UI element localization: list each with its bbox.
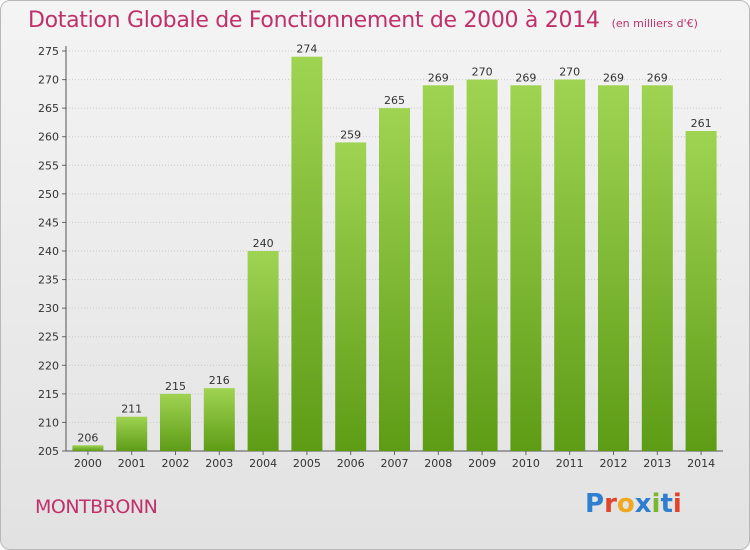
- x-tick-label-2002: 2002: [162, 457, 190, 470]
- y-tick-label: 215: [38, 388, 59, 401]
- y-tick-label: 220: [38, 359, 59, 372]
- grid-lines: [62, 50, 723, 452]
- x-tick-label-2014: 2014: [687, 457, 715, 470]
- value-label-2005: 274: [296, 43, 317, 56]
- logo-letter: r: [604, 489, 617, 519]
- bar-2007: [379, 108, 410, 452]
- y-tick-label: 210: [38, 416, 59, 429]
- x-tick-label-2005: 2005: [293, 457, 321, 470]
- bar-2009: [466, 79, 498, 452]
- y-tick-labels: 205 210 215 220 225 230 235 240 245 250 255 260 265 2…: [38, 45, 59, 458]
- bar-2010: [510, 85, 542, 452]
- x-tick-label-2001: 2001: [118, 457, 146, 470]
- y-tick-label: 230: [38, 302, 59, 315]
- bars: [72, 56, 717, 452]
- bar-2008: [422, 85, 454, 452]
- value-label-2009: 270: [472, 66, 493, 79]
- y-tick-label: 250: [38, 188, 59, 201]
- value-label-2011: 270: [559, 66, 580, 79]
- logo-letter: x: [634, 489, 652, 519]
- chart-title-text: Dotation Globale de Fonctionnement de 20…: [28, 8, 600, 33]
- logo-letter: P: [585, 489, 605, 519]
- bar-2014: [685, 131, 717, 451]
- bar-2006: [335, 142, 367, 451]
- bar-2004: [247, 251, 279, 451]
- bar-2005: [291, 56, 323, 451]
- y-tick-label: 225: [38, 331, 59, 344]
- x-tick-label-2004: 2004: [249, 457, 277, 470]
- value-label-2004: 240: [253, 237, 274, 250]
- y-tick-label: 255: [38, 159, 59, 172]
- x-tick-label-2008: 2008: [424, 457, 452, 470]
- value-label-2008: 269: [428, 71, 449, 84]
- x-tick-labels: 2000 2001 2002 2003 2004 2005 2006 2007 2008 2009…: [74, 457, 715, 470]
- value-label-2007: 265: [384, 94, 405, 107]
- value-label-2001: 211: [121, 403, 142, 416]
- x-tick-label-2007: 2007: [381, 457, 409, 470]
- x-tick-label-2009: 2009: [468, 457, 496, 470]
- value-labels: 206 211 215 216 240 274 259 265 269 270 269 270 269 2…: [77, 43, 711, 445]
- y-tick-label: 240: [38, 245, 59, 258]
- x-tick-label-2012: 2012: [600, 457, 628, 470]
- value-label-2003: 216: [209, 374, 230, 387]
- x-tick-label-2000: 2000: [74, 457, 102, 470]
- bar-2012: [598, 85, 629, 452]
- value-label-2002: 215: [165, 380, 186, 393]
- y-tick-label: 245: [38, 216, 59, 229]
- bar-2011: [554, 79, 586, 452]
- x-tick-label-2010: 2010: [512, 457, 540, 470]
- y-tick-label: 260: [38, 131, 59, 144]
- y-tick-label: 265: [38, 102, 59, 115]
- x-tick-label-2003: 2003: [205, 457, 233, 470]
- town-name: MONTBRONN: [35, 496, 158, 518]
- proxiti-logo: Proxiti: [585, 489, 682, 519]
- y-tick-label: 235: [38, 274, 59, 287]
- logo-letter: i: [672, 489, 682, 519]
- x-tick-label-2006: 2006: [337, 457, 365, 470]
- value-label-2006: 259: [340, 128, 361, 141]
- bar-2013: [641, 85, 673, 452]
- value-label-2013: 269: [647, 71, 668, 84]
- y-tick-label: 205: [38, 445, 59, 458]
- y-tick-label: 270: [38, 74, 59, 87]
- value-label-2014: 261: [691, 117, 712, 130]
- x-tick-label-2011: 2011: [556, 457, 584, 470]
- bar-2003: [203, 388, 235, 451]
- x-tick-label-2013: 2013: [643, 457, 671, 470]
- bar-2001: [116, 416, 148, 451]
- logo-letter: t: [660, 489, 673, 519]
- bar-2000: [72, 445, 104, 451]
- logo-letter: i: [651, 489, 661, 519]
- value-label-2010: 269: [515, 71, 536, 84]
- value-label-2000: 206: [77, 431, 98, 444]
- y-tick-label: 275: [38, 45, 59, 58]
- chart-title: Dotation Globale de Fonctionnement de 20…: [28, 8, 698, 33]
- chart-unit: (en milliers d'€): [611, 17, 698, 30]
- logo-letter: o: [616, 489, 635, 519]
- bar-2002: [160, 393, 191, 451]
- value-label-2012: 269: [603, 71, 624, 84]
